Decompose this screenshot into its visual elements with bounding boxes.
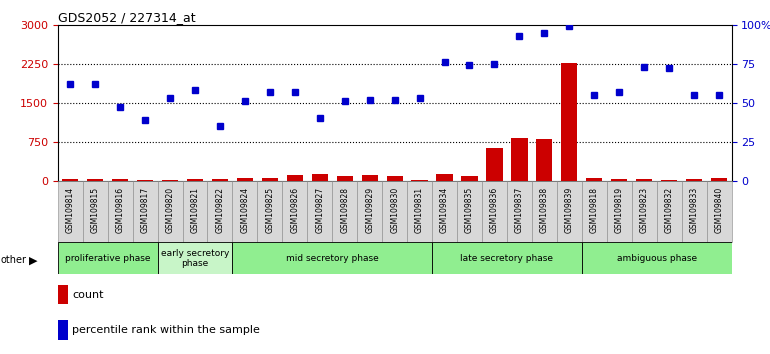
Bar <box>661 179 678 181</box>
Bar <box>387 176 403 181</box>
Bar <box>187 179 203 181</box>
Bar <box>707 181 732 242</box>
Bar <box>681 181 707 242</box>
Bar <box>182 181 207 242</box>
Text: GSM109825: GSM109825 <box>266 187 274 233</box>
Text: late secretory phase: late secretory phase <box>460 254 554 263</box>
Bar <box>262 178 278 181</box>
Text: GSM109818: GSM109818 <box>590 187 599 233</box>
Text: count: count <box>72 290 104 300</box>
Text: GSM109819: GSM109819 <box>614 187 624 233</box>
Bar <box>611 179 628 181</box>
Bar <box>536 139 552 181</box>
Bar <box>631 181 657 242</box>
Bar <box>561 63 578 181</box>
Text: GSM109827: GSM109827 <box>315 187 324 233</box>
Text: GDS2052 / 227314_at: GDS2052 / 227314_at <box>58 11 196 24</box>
Bar <box>362 175 378 181</box>
Bar <box>207 181 233 242</box>
Bar <box>657 181 681 242</box>
Text: GSM109831: GSM109831 <box>415 187 424 233</box>
Bar <box>437 174 453 181</box>
Bar <box>407 181 432 242</box>
Bar <box>557 181 582 242</box>
Bar <box>607 181 631 242</box>
Text: ▶: ▶ <box>29 255 38 265</box>
Bar <box>432 242 582 274</box>
Text: GSM109816: GSM109816 <box>116 187 125 233</box>
Bar <box>108 181 132 242</box>
Text: GSM109836: GSM109836 <box>490 187 499 233</box>
Bar <box>432 181 457 242</box>
Bar <box>332 181 357 242</box>
Text: GSM109826: GSM109826 <box>290 187 300 233</box>
Text: GSM109829: GSM109829 <box>365 187 374 233</box>
Text: mid secretory phase: mid secretory phase <box>286 254 379 263</box>
Bar <box>636 179 652 181</box>
Text: GSM109838: GSM109838 <box>540 187 549 233</box>
Text: proliferative phase: proliferative phase <box>65 254 150 263</box>
Bar <box>58 181 82 242</box>
Bar <box>312 174 328 181</box>
Bar <box>233 242 432 274</box>
Text: GSM109839: GSM109839 <box>565 187 574 233</box>
Text: GSM109822: GSM109822 <box>216 187 224 233</box>
Text: GSM109835: GSM109835 <box>465 187 474 233</box>
Bar <box>87 179 103 181</box>
Bar <box>487 148 503 181</box>
Bar <box>286 175 303 181</box>
Bar <box>482 181 507 242</box>
Text: GSM109823: GSM109823 <box>640 187 648 233</box>
Text: GSM109834: GSM109834 <box>440 187 449 233</box>
Bar <box>158 181 182 242</box>
Bar <box>357 181 382 242</box>
Bar <box>586 178 602 181</box>
Bar <box>382 181 407 242</box>
Bar <box>58 242 158 274</box>
Bar <box>283 181 307 242</box>
Text: early secretory
phase: early secretory phase <box>161 249 229 268</box>
Bar <box>257 181 283 242</box>
Text: GSM109817: GSM109817 <box>141 187 149 233</box>
Text: percentile rank within the sample: percentile rank within the sample <box>72 325 260 335</box>
Text: GSM109837: GSM109837 <box>515 187 524 233</box>
Bar <box>457 181 482 242</box>
Text: GSM109821: GSM109821 <box>190 187 199 233</box>
Text: GSM109833: GSM109833 <box>690 187 698 233</box>
Bar <box>137 179 153 181</box>
Bar <box>582 181 607 242</box>
Text: ambiguous phase: ambiguous phase <box>617 254 697 263</box>
Bar <box>336 176 353 181</box>
Bar <box>507 181 532 242</box>
Bar <box>411 179 427 181</box>
Text: GSM109828: GSM109828 <box>340 187 350 233</box>
Bar <box>112 179 129 181</box>
Text: GSM109814: GSM109814 <box>65 187 75 233</box>
Bar <box>711 178 727 181</box>
Bar <box>511 138 527 181</box>
Text: GSM109840: GSM109840 <box>715 187 724 233</box>
Bar <box>233 181 257 242</box>
Bar <box>461 176 477 181</box>
Bar <box>62 179 79 181</box>
Bar <box>582 242 732 274</box>
Bar <box>82 181 108 242</box>
Text: GSM109824: GSM109824 <box>240 187 249 233</box>
Bar <box>162 180 178 181</box>
Bar <box>158 242 233 274</box>
Bar <box>307 181 332 242</box>
Bar <box>212 179 228 181</box>
Bar <box>686 179 702 181</box>
Bar <box>532 181 557 242</box>
Text: GSM109832: GSM109832 <box>665 187 674 233</box>
Bar <box>237 178 253 181</box>
Text: GSM109830: GSM109830 <box>390 187 399 233</box>
Text: GSM109815: GSM109815 <box>91 187 99 233</box>
Text: other: other <box>1 255 27 265</box>
Bar <box>132 181 158 242</box>
Text: GSM109820: GSM109820 <box>166 187 175 233</box>
